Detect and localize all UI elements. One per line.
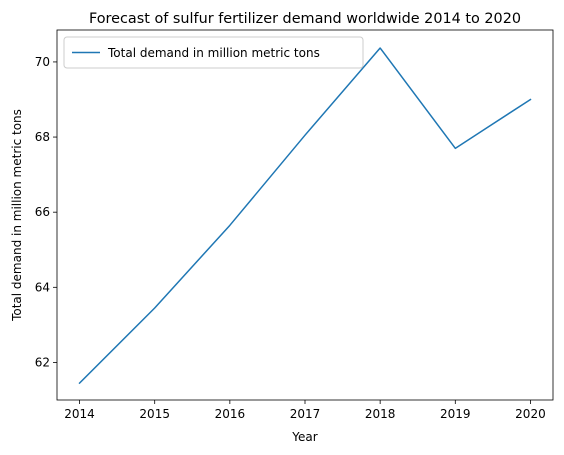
x-tick-label: 2014 — [64, 407, 95, 421]
x-tick-label: 2020 — [515, 407, 546, 421]
x-tick-label: 2016 — [215, 407, 246, 421]
y-tick-label: 64 — [35, 280, 50, 294]
y-tick-label: 62 — [35, 355, 50, 369]
legend: Total demand in million metric tons — [64, 37, 363, 68]
x-axis-label: Year — [291, 430, 317, 444]
y-tick-label: 66 — [35, 205, 50, 219]
legend-label: Total demand in million metric tons — [107, 46, 320, 60]
y-axis-label: Total demand in million metric tons — [10, 109, 24, 322]
y-tick-label: 70 — [35, 55, 50, 69]
x-tick-label: 2018 — [365, 407, 396, 421]
y-tick-label: 68 — [35, 130, 50, 144]
x-tick-label: 2019 — [440, 407, 471, 421]
chart-title: Forecast of sulfur fertilizer demand wor… — [89, 11, 521, 27]
x-tick-label: 2015 — [139, 407, 170, 421]
x-tick-label: 2017 — [290, 407, 321, 421]
